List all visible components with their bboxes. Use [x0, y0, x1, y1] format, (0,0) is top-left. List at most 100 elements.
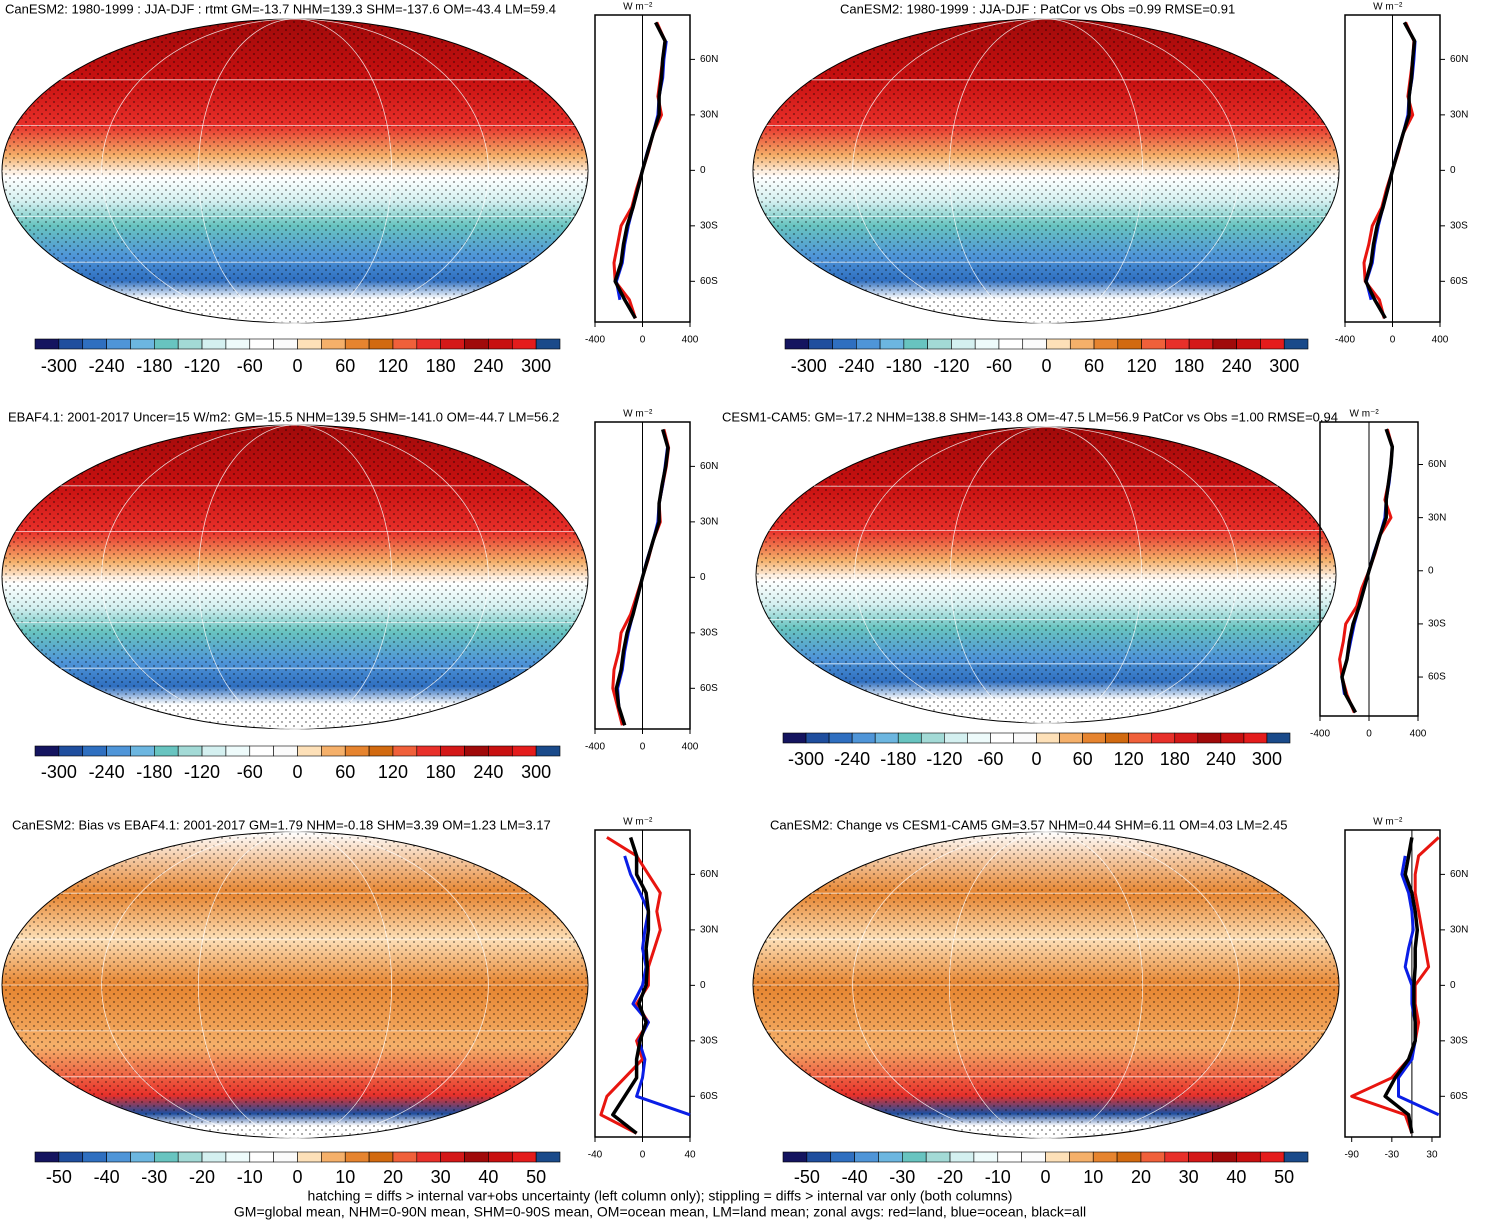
colorbar-box — [1212, 338, 1237, 350]
x-tick-label: 0 — [1390, 335, 1396, 346]
colorbar-box — [392, 745, 418, 757]
colorbar-box — [440, 745, 465, 757]
y-tick-label: 30N — [1450, 925, 1468, 936]
colorbar-label: 240 — [473, 356, 503, 376]
x-tick-label: -400 — [585, 335, 605, 346]
colorbar-box — [58, 745, 84, 757]
colorbar-box — [1243, 732, 1268, 744]
y-tick-label: 60N — [1428, 459, 1446, 470]
colorbar-box — [1105, 732, 1129, 744]
zonal-line — [613, 21, 667, 320]
footnote: GM=global mean, NHM=0-90N mean, SHM=0-90… — [234, 1204, 1086, 1220]
colorbar-box — [464, 1151, 489, 1163]
colorbar-label: 60 — [335, 356, 355, 376]
y-tick-label: 0 — [700, 165, 706, 176]
colorbar-label: -40 — [94, 1167, 120, 1187]
colorbar-box — [1259, 1151, 1285, 1163]
colorbar-box — [1093, 338, 1119, 350]
colorbar-label: -180 — [886, 356, 922, 376]
colorbar-box — [832, 338, 857, 350]
colorbar-box — [154, 745, 179, 757]
colorbar-box — [879, 338, 905, 350]
colorbar-label: -10 — [985, 1167, 1011, 1187]
colorbar-box — [1197, 732, 1222, 744]
colorbar-label: -30 — [141, 1167, 167, 1187]
y-tick-label: 30S — [1450, 1035, 1468, 1046]
colorbar-box — [782, 732, 807, 744]
y-tick-label: 0 — [1450, 980, 1456, 991]
colorbar-label: -50 — [46, 1167, 72, 1187]
zonal-line — [1350, 836, 1440, 1134]
axis-label: W m⁻² — [623, 2, 653, 13]
y-tick-label: 60N — [700, 54, 718, 65]
colorbar-box — [1059, 732, 1083, 744]
colorbar-label: 300 — [1269, 356, 1299, 376]
colorbar-label: -180 — [880, 749, 916, 769]
colorbar-box — [440, 338, 465, 350]
map-title: CESM1-CAM5: GM=-17.2 NHM=138.8 SHM=-143.… — [722, 409, 1338, 424]
colorbar-box — [925, 1151, 951, 1163]
colorbar-label: 240 — [1222, 356, 1252, 376]
y-tick-label: 30N — [700, 925, 718, 936]
colorbar-label: -180 — [136, 762, 172, 782]
colorbar-label: -20 — [189, 1167, 215, 1187]
x-tick-label: 400 — [1432, 335, 1449, 346]
zonal-line — [1383, 837, 1420, 1134]
colorbar-box — [1140, 1151, 1166, 1163]
colorbar-box — [897, 732, 922, 744]
colorbar-box — [806, 1151, 832, 1163]
colorbar-label: 0 — [1040, 1167, 1050, 1187]
colorbar-box — [927, 338, 952, 350]
colorbar-label: 10 — [1083, 1167, 1103, 1187]
y-tick-label: 30S — [700, 627, 718, 638]
colorbar-box — [392, 338, 418, 350]
colorbar-box — [34, 745, 60, 757]
colorbar-box — [225, 338, 251, 350]
colorbar-box — [1236, 338, 1261, 350]
colorbar-box — [225, 745, 251, 757]
colorbar-label: 60 — [1084, 356, 1104, 376]
zonal-line — [614, 428, 670, 726]
colorbar-label: -240 — [89, 762, 125, 782]
colorbar-box — [130, 745, 155, 757]
map-title: CanESM2: 1980-1999 : JJA-DJF : rtmt GM=-… — [5, 1, 556, 16]
x-tick-label: 400 — [1410, 729, 1427, 740]
colorbar-label: 60 — [335, 762, 355, 782]
colorbar-label: 0 — [292, 356, 302, 376]
colorbar-box — [1128, 732, 1153, 744]
colorbar-label: -300 — [41, 356, 77, 376]
colorbar-label: 180 — [1174, 356, 1204, 376]
colorbar-box — [1116, 1151, 1142, 1163]
colorbar-label: -10 — [237, 1167, 263, 1187]
colorbar-box — [201, 1151, 227, 1163]
colorbar-box — [1092, 1151, 1118, 1163]
colorbar-label: 120 — [378, 762, 408, 782]
y-tick-label: 60S — [1428, 672, 1446, 683]
zonal-line — [1338, 428, 1394, 714]
graticule — [101, 831, 489, 1139]
colorbar-box — [273, 745, 298, 757]
colorbar-box — [808, 338, 833, 350]
colorbar-label: 30 — [431, 1167, 451, 1187]
colorbar-label: 120 — [1127, 356, 1157, 376]
colorbar-box — [249, 338, 274, 350]
colorbar-box — [82, 745, 107, 757]
colorbar-box — [805, 732, 830, 744]
colorbar-box — [1069, 338, 1095, 350]
colorbar-box — [874, 732, 899, 744]
colorbar-box — [535, 745, 561, 757]
colorbar-label: 20 — [383, 1167, 403, 1187]
colorbar-label: 0 — [1041, 356, 1051, 376]
colorbar-box — [878, 1151, 903, 1163]
colorbar-box — [297, 1151, 322, 1163]
colorbar-label: 180 — [426, 356, 456, 376]
x-tick-label: 40 — [684, 1150, 696, 1161]
colorbar-box — [34, 1151, 60, 1163]
colorbar-box — [1082, 732, 1106, 744]
plot-frame — [1344, 829, 1441, 1138]
zonal-line — [1362, 21, 1416, 319]
colorbar-label: -120 — [184, 356, 220, 376]
colorbar-box — [297, 745, 322, 757]
y-tick-label: 60S — [1450, 1091, 1468, 1102]
